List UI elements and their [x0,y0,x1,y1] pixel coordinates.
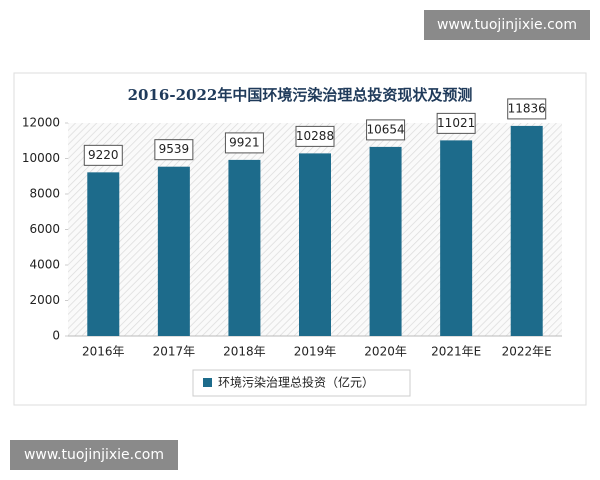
watermark: www.tuojinjixie.com [24,447,164,463]
y-tick-label: 8000 [29,187,60,201]
watermark: www.tuojinjixie.com [437,17,577,33]
x-tick-label: 2018年 [223,345,266,359]
value-label-box [507,98,547,120]
value-label-box [366,119,406,141]
value-label: 9539 [159,142,190,156]
x-tick-label: 2022年E [502,345,552,359]
value-label-box [224,132,264,154]
x-tick-label: 2019年 [294,345,337,359]
chart-title: 2016-2022年中国环境污染治理总投资现状及预测 [128,86,473,104]
legend-swatch [203,378,212,387]
bar [87,172,120,336]
value-label-box [154,139,194,161]
value-label: 11021 [437,116,475,130]
value-label-box [295,125,335,147]
value-label: 10288 [296,129,334,143]
x-tick-label: 2016年 [82,345,125,359]
value-label: 10654 [366,122,404,136]
x-tick-label: 2017年 [153,345,196,359]
y-tick-label: 0 [52,329,60,343]
value-label: 9220 [88,148,119,162]
bar [299,153,331,336]
y-tick-label: 6000 [29,222,60,236]
bar [157,166,190,336]
value-label-box [436,112,476,134]
bar [369,146,402,336]
x-tick-label: 2020年 [364,345,407,359]
x-tick-label: 2021年E [431,345,481,359]
value-label: 9921 [229,135,260,149]
legend-box [192,369,411,397]
bar [440,140,473,336]
legend [192,369,411,397]
watermark-box [424,10,590,40]
watermark-box [10,440,178,470]
y-tick-label: 2000 [29,293,60,307]
value-label-box [83,144,123,166]
y-tick-label: 10000 [22,151,60,165]
legend-label: 环境污染治理总投资（亿元） [218,375,374,390]
bar [510,125,543,336]
y-tick-label: 4000 [29,258,60,272]
value-label: 11836 [508,101,546,115]
y-tick-label: 12000 [22,116,60,130]
bar [228,159,261,336]
